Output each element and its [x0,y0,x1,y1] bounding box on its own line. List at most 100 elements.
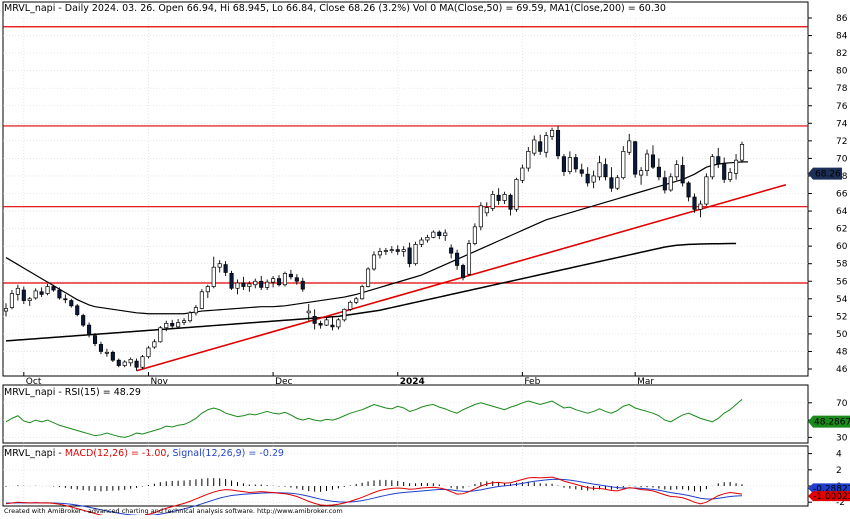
price-y-tick-label: 84 [836,32,848,42]
candle-down [276,278,282,286]
candle-up [734,159,739,174]
candle-up [152,341,157,348]
candle-up [698,203,703,210]
candle-up [247,283,252,287]
macd-header-macd: MACD(12,26) = -1.00 [65,448,167,459]
candle-down [98,344,104,352]
price-header: MRVL_napi - Daily 2024. 03. 26. Open 66.… [4,3,666,14]
candle-down [573,157,578,170]
candle-up [710,156,715,178]
candle-down [57,289,62,299]
candle-up [27,298,32,301]
x-tick-label: Dec [275,377,292,387]
rsi-polyline [5,398,743,438]
price-grid [3,17,808,376]
macd-last-value: -1.000210 [813,492,850,502]
candle-up [443,232,448,236]
candle-down [538,141,543,152]
price-y-tick-label: 60 [836,242,848,252]
candle-up [377,251,382,256]
candle-up [389,249,394,252]
candle-down [656,166,661,178]
candle-down [229,273,234,289]
candle-up [514,179,519,210]
price-y-tick-label: 70 [836,154,848,164]
moving-averages [5,161,748,342]
candle-up [15,287,20,295]
rsi-last-value: 48.2867 [814,418,850,428]
last-price-badge [808,167,842,180]
rsi-last-label: 48.2867 [808,415,850,428]
candle-up [33,290,38,299]
candle-up [182,320,187,323]
price-pane: MRVL_napi - Daily 2024. 03. 26. Open 66.… [2,1,848,387]
candle-up [478,205,483,228]
x-tick-label: Nov [150,377,168,387]
candle-down [722,163,727,180]
candles [3,125,745,371]
price-y-tick-label: 78 [836,84,848,94]
candle-up [3,308,9,312]
candle-up [526,151,531,169]
candle-up [282,273,288,286]
candle-down [407,247,412,265]
macd-y-tick-label: 4 [836,450,842,460]
candle-up [211,266,216,287]
candle-up [348,301,353,310]
candle-up [627,140,632,153]
price-y-tick-label: 58 [836,260,848,270]
candle-down [330,324,335,328]
candle-up [217,263,222,268]
footer-credit: Created with AmiBroker - advanced charti… [4,507,343,515]
candle-up [597,162,602,178]
ma200-line [5,242,737,342]
candle-up [128,358,133,364]
candle-down [259,280,264,288]
candle-up [253,280,258,286]
candle-up [490,194,495,209]
candle-down [561,156,566,172]
price-y-tick-label: 54 [836,295,848,305]
candle-up [567,157,572,172]
candle-up [187,312,193,322]
candle-up [342,308,347,321]
candle-down [39,291,44,295]
macd-last-badge [808,491,850,502]
price-y-tick-label: 48 [836,347,848,357]
candle-up [413,244,418,265]
candle-up [9,293,14,308]
macd-header-prefix: MRVL_napi - [4,448,65,459]
macd-last-labels: -0.288273 -1.000210 [808,483,850,502]
candle-up [550,129,555,137]
candle-up [176,322,181,328]
candle-up [502,194,507,201]
candle-down [680,165,685,184]
candle-up [401,249,406,252]
candle-up [728,172,733,180]
candle-up [615,177,620,189]
candle-down [300,280,305,290]
candle-up [199,291,204,309]
candle-up [164,323,169,329]
candle-down [312,316,317,324]
signal-last-badge [808,483,850,494]
candle-down [603,164,608,178]
candle-down [81,315,86,326]
candle-down [318,323,323,326]
price-y-tick-label: 80 [836,67,848,77]
candle-up [425,237,430,241]
candle-up [520,167,525,181]
candle-down [449,247,454,254]
candle-up [532,139,537,154]
candle-down [21,289,26,301]
candle-down [75,305,80,315]
candle-down [650,154,656,168]
candle-up [472,226,477,244]
macd-pane: MRVL_napi - MACD(12,26) = -1.00, Signal(… [2,445,850,519]
candle-down [496,194,501,201]
candle-up [205,286,210,293]
candle-down [63,298,68,301]
candle-up [739,144,745,161]
last-price-label: 68.26 [808,167,842,180]
